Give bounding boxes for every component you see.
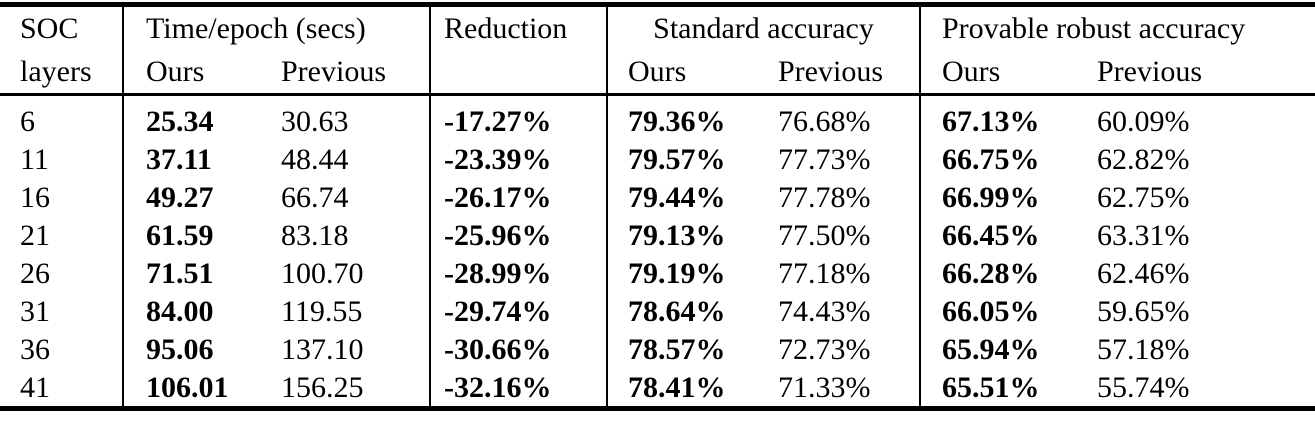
cell-rob-prev: 62.82% — [1097, 142, 1190, 176]
cell-time-prev: 119.55 — [281, 294, 363, 328]
cell-time-prev: 48.44 — [281, 142, 349, 176]
table-body: 6 25.34 30.63 -17.27% 79.36% 76.68% 67.13% 60.0… — [0, 94, 1315, 409]
table-row: 21 61.59 83.18 -25.96% 79.13% 77.50% 66.45% 63.… — [0, 216, 1315, 254]
cell-time-prev: 83.18 — [281, 218, 349, 252]
cell-std-prev: 77.18% — [778, 256, 871, 290]
cell-std-ours: 79.19% — [606, 254, 777, 292]
cell-std-prev: 76.68% — [778, 104, 871, 138]
table-row: 26 71.51 100.70 -28.99% 79.19% 77.18% 66.28% 62… — [0, 254, 1315, 292]
cell-time-prev: 156.25 — [281, 370, 364, 404]
subheader-time-ours: Ours — [122, 50, 278, 96]
cell-rob-ours: 66.45% — [919, 216, 1095, 254]
subheader-standard-ours: Ours — [606, 50, 777, 96]
cell-time-ours: 37.11 — [122, 140, 278, 178]
cell-std-ours: 79.44% — [606, 178, 777, 216]
cell-soc: 31 — [20, 294, 50, 328]
cell-rob-ours: 66.28% — [919, 254, 1095, 292]
header-sub-row: layers Ours Previous Ours Previous Ours … — [0, 50, 1315, 96]
cell-std-ours: 78.57% — [606, 330, 777, 368]
cell-time-prev: 66.74 — [281, 180, 349, 214]
cell-soc: 41 — [20, 370, 50, 404]
header-soc: SOC — [20, 12, 79, 45]
cell-rob-ours: 65.94% — [919, 330, 1095, 368]
cell-reduction: -26.17% — [429, 178, 607, 216]
cell-reduction: -29.74% — [429, 292, 607, 330]
cell-std-ours: 79.57% — [606, 140, 777, 178]
cell-soc: 6 — [20, 104, 35, 138]
cell-time-ours: 49.27 — [122, 178, 278, 216]
cell-soc: 16 — [20, 180, 50, 214]
cell-rob-prev: 57.18% — [1097, 332, 1190, 366]
cell-std-prev: 77.78% — [778, 180, 871, 214]
cell-std-ours: 79.36% — [606, 94, 777, 140]
cell-reduction: -30.66% — [429, 330, 607, 368]
cell-std-prev: 77.73% — [778, 142, 871, 176]
table-row: 41 106.01 156.25 -32.16% 78.41% 71.33% 65.51% 5… — [0, 368, 1315, 409]
cell-time-prev: 137.10 — [281, 332, 364, 366]
header-soc-layers: layers — [0, 50, 123, 96]
subheader-provable-ours: Ours — [919, 50, 1095, 96]
cell-rob-prev: 62.75% — [1097, 180, 1190, 214]
subheader-time-previous: Previous — [278, 50, 430, 96]
cell-rob-prev: 55.74% — [1097, 370, 1190, 404]
cell-time-ours: 106.01 — [122, 368, 278, 409]
cell-time-ours: 71.51 — [122, 254, 278, 292]
cell-std-ours: 78.41% — [606, 368, 777, 409]
cell-soc: 11 — [20, 142, 49, 176]
cell-reduction: -25.96% — [429, 216, 607, 254]
header-group-time-epoch: Time/epoch (secs) — [122, 4, 430, 50]
cell-time-ours: 84.00 — [122, 292, 278, 330]
cell-reduction: -28.99% — [429, 254, 607, 292]
cell-time-ours: 95.06 — [122, 330, 278, 368]
cell-rob-ours: 67.13% — [919, 94, 1095, 140]
table-row: 6 25.34 30.63 -17.27% 79.36% 76.68% 67.13% 60.0… — [0, 94, 1315, 140]
cell-std-prev: 71.33% — [778, 370, 871, 404]
subheader-provable-previous: Previous — [1095, 50, 1315, 96]
cell-rob-prev: 60.09% — [1097, 104, 1190, 138]
cell-std-prev: 74.43% — [778, 294, 871, 328]
cell-rob-ours: 65.51% — [919, 368, 1095, 409]
cell-rob-ours: 66.05% — [919, 292, 1095, 330]
cell-time-ours: 61.59 — [122, 216, 278, 254]
header-group-row: SOC Time/epoch (secs) Reduction Standard… — [0, 4, 1315, 50]
cell-time-prev: 30.63 — [281, 104, 349, 138]
cell-std-ours: 79.13% — [606, 216, 777, 254]
cell-std-ours: 78.64% — [606, 292, 777, 330]
cell-std-prev: 77.50% — [778, 218, 871, 252]
cell-rob-ours: 66.99% — [919, 178, 1095, 216]
cell-time-ours: 25.34 — [122, 94, 278, 140]
results-table: SOC Time/epoch (secs) Reduction Standard… — [0, 2, 1315, 411]
cell-reduction: -32.16% — [429, 368, 607, 409]
cell-rob-ours: 66.75% — [919, 140, 1095, 178]
cell-rob-prev: 59.65% — [1097, 294, 1190, 328]
cell-reduction: -17.27% — [429, 94, 607, 140]
cell-soc: 36 — [20, 332, 50, 366]
table-row: 16 49.27 66.74 -26.17% 79.44% 77.78% 66.99% 62.… — [0, 178, 1315, 216]
table-row: 36 95.06 137.10 -30.66% 78.57% 72.73% 65.94% 57… — [0, 330, 1315, 368]
header-group-provable-robust-accuracy: Provable robust accuracy — [919, 4, 1315, 50]
cell-rob-prev: 62.46% — [1097, 256, 1190, 290]
subheader-standard-previous: Previous — [777, 50, 920, 96]
cell-rob-prev: 63.31% — [1097, 218, 1190, 252]
cell-std-prev: 72.73% — [778, 332, 871, 366]
cell-time-prev: 100.70 — [281, 256, 364, 290]
header-group-standard-accuracy: Standard accuracy — [606, 4, 920, 50]
subheader-reduction-spacer — [429, 50, 607, 96]
cell-soc: 21 — [20, 218, 50, 252]
table-header: SOC Time/epoch (secs) Reduction Standard… — [0, 4, 1315, 96]
cell-reduction: -23.39% — [429, 140, 607, 178]
table-row: 31 84.00 119.55 -29.74% 78.64% 74.43% 66.05% 59… — [0, 292, 1315, 330]
header-group-reduction: Reduction — [429, 4, 607, 50]
table-row: 11 37.11 48.44 -23.39% 79.57% 77.73% 66.75% 62.… — [0, 140, 1315, 178]
cell-soc: 26 — [20, 256, 50, 290]
